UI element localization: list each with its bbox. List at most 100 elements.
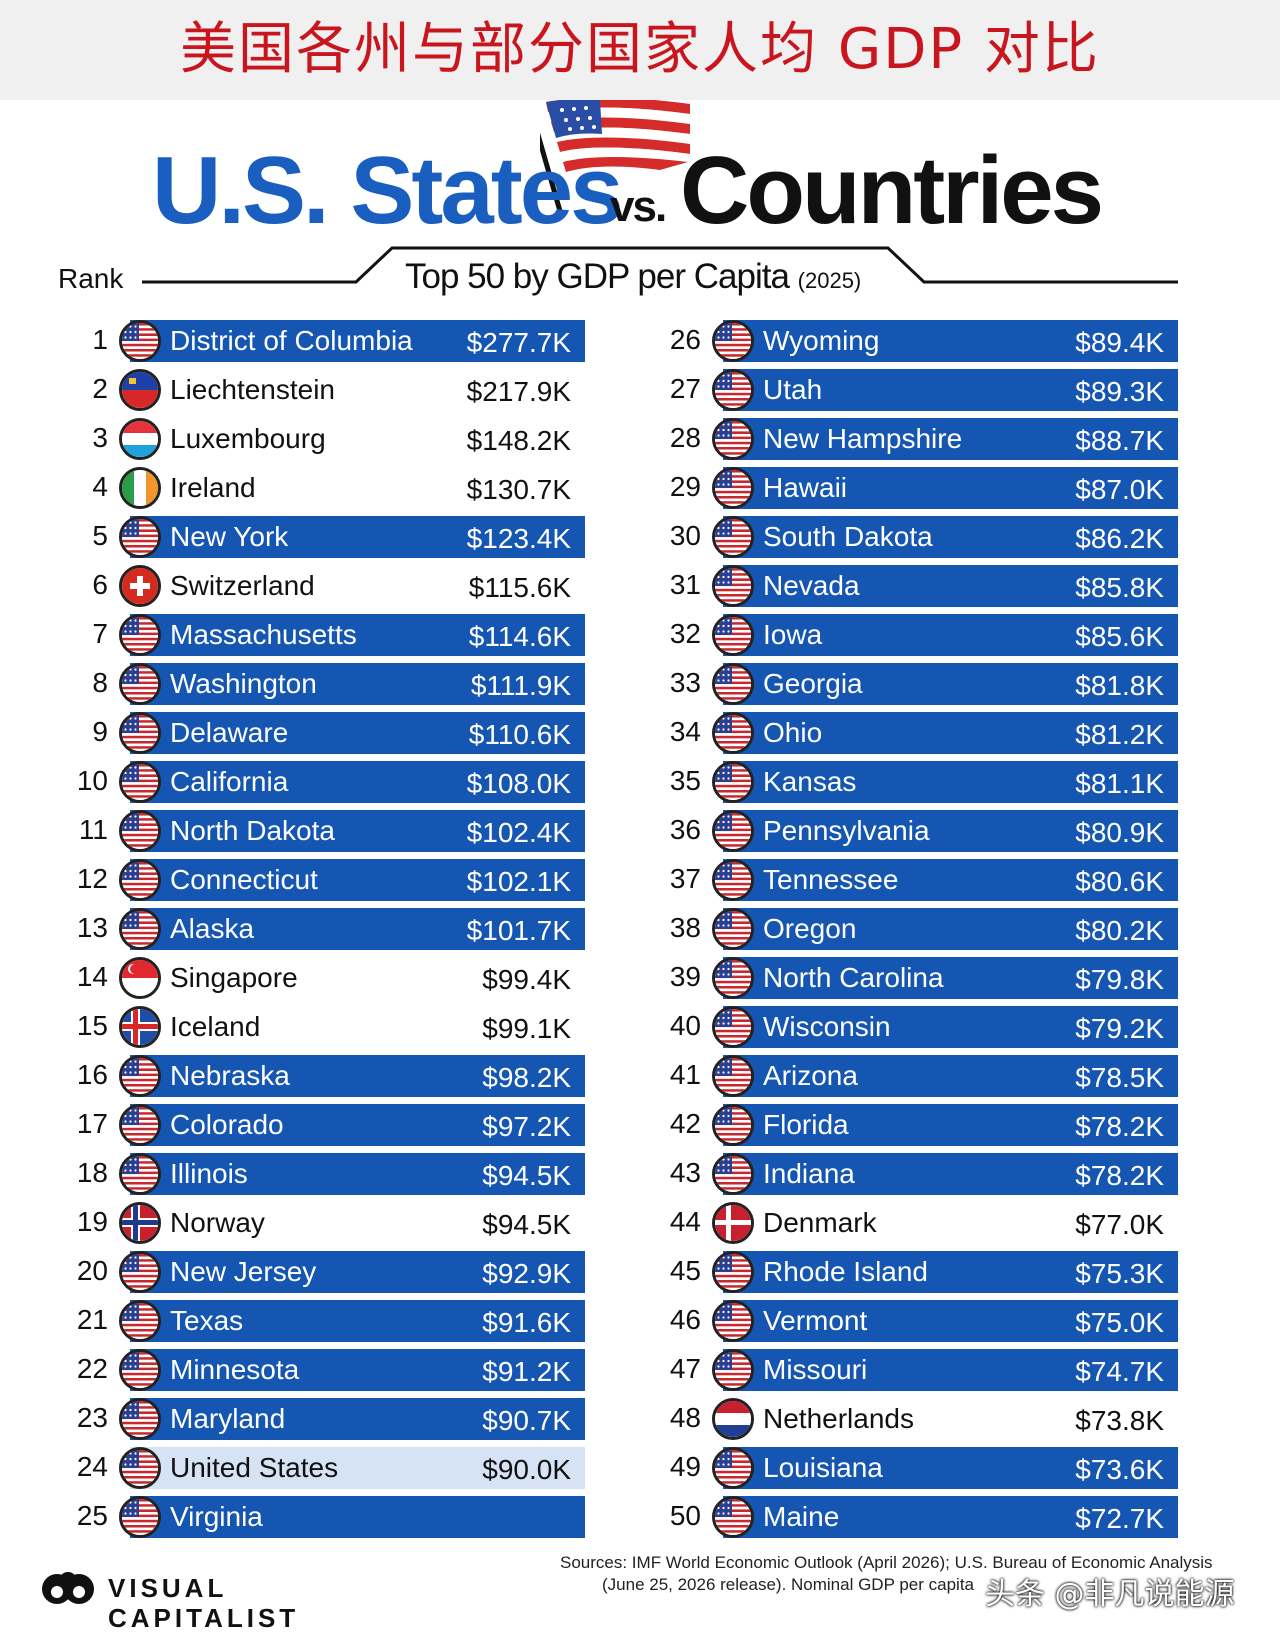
title-countries: Countries [680,137,1104,244]
us-flag-icon [122,1303,158,1339]
row-bar: $94.5K [130,1202,585,1244]
row-name: Denmark [763,1207,877,1238]
ranking-row: 2 $217.9K Liechtenstein [70,367,600,416]
row-value: $74.7K [1075,1356,1164,1387]
flag-badge [712,957,754,999]
row-name: Maryland [170,1403,286,1434]
row-bar: $75.3K [723,1251,1178,1293]
us-flag-icon [715,421,751,457]
ranking-row: 36 $80.9K Pennsylvania [663,808,1193,857]
flag-badge [119,467,161,509]
row-value: $123.4K [466,523,571,554]
row-bar: $217.9K [130,369,585,411]
flag-badge [119,1447,161,1489]
row-name: Rhode Island [763,1256,929,1287]
row-name: New York [170,521,289,552]
row-name: Iceland [170,1011,261,1042]
row-value: $94.5K [482,1160,571,1191]
ranking-row: 49 $73.6K Louisiana [663,1445,1193,1494]
row-value: $110.6K [468,719,571,750]
us-flag-icon [715,519,751,555]
flag-badge [712,761,754,803]
singapore-flag-icon [122,960,158,996]
row-value: $111.9K [470,670,571,701]
row-bar: $97.2K [130,1104,585,1146]
row-value: $78.2K [1075,1160,1164,1191]
rank-number: 5 [92,520,108,551]
norway-flag-icon [122,1205,158,1241]
rank-number: 8 [92,667,108,698]
rank-number: 24 [76,1451,108,1482]
ranking-row: 4 $130.7K Ireland [70,465,600,514]
row-value: $80.6K [1075,866,1164,897]
ranking-row: 38 $80.2K Oregon [663,906,1193,955]
row-bar: $111.9K [130,663,585,705]
flag-badge [119,369,161,411]
row-value: $114.6K [468,621,571,652]
row-name: Arizona [763,1060,858,1091]
ranking-row: 3 $148.2K Luxembourg [70,416,600,465]
row-value: $81.1K [1075,768,1164,799]
row-value: $89.4K [1075,327,1164,358]
row-value: $97.2K [482,1111,571,1142]
rank-number: 20 [76,1255,108,1286]
watermark: 头条 @非凡说能源 [985,1577,1235,1612]
row-bar: $79.2K [723,1006,1178,1048]
row-name: Florida [763,1109,849,1140]
row-value: $102.1K [466,866,571,897]
row-bar: $89.4K [723,320,1178,362]
subtitle-year: (2025) [797,268,862,293]
row-bar: $85.6K [723,614,1178,656]
rank-number: 34 [669,716,701,747]
row-value: $87.0K [1075,474,1164,505]
row-name: North Carolina [763,962,944,993]
sources-line-2: (June 25, 2026 release). Nominal GDP per… [602,1575,974,1594]
rank-number: 43 [669,1157,701,1188]
rank-number: 16 [76,1059,108,1090]
row-name: Louisiana [763,1452,883,1483]
ranking-row: 39 $79.8K North Carolina [663,955,1193,1004]
us-flag-icon [715,666,751,702]
us-flag-icon [122,1450,158,1486]
us-flag-icon [122,911,158,947]
row-name: Ireland [170,472,256,503]
row-bar: $72.7K [723,1496,1178,1538]
rank-number: 45 [669,1255,701,1286]
row-name: Oregon [763,913,857,944]
flag-badge [712,1006,754,1048]
row-bar: $81.8K [723,663,1178,705]
row-name: New Jersey [170,1256,317,1287]
row-name: Utah [763,374,823,405]
rank-number: 29 [669,471,701,502]
us-flag-icon [122,1499,158,1535]
row-bar: $88.7K [723,418,1178,460]
flag-badge [119,957,161,999]
row-name: Pennsylvania [763,815,930,846]
row-name: Hawaii [763,472,848,503]
row-bar: $110.6K [130,712,585,754]
rank-number: 38 [669,912,701,943]
rank-number: 17 [76,1108,108,1139]
us-flag-icon [122,1156,158,1192]
ranking-row: 20 $92.9K New Jersey [70,1249,600,1298]
row-name: Maine [763,1501,840,1532]
ranking-row: 7 $114.6K Massachusetts [70,612,600,661]
row-bar: $90.7K [130,1398,585,1440]
ranking-row: 47 $74.7K Missouri [663,1347,1193,1396]
row-name: Netherlands [763,1403,914,1434]
row-value: $148.2K [466,425,571,456]
rank-number: 12 [76,863,108,894]
us-flag-icon [122,764,158,800]
row-bar: $75.0K [723,1300,1178,1342]
us-flag-icon [122,1058,158,1094]
ranking-row: 16 $98.2K Nebraska [70,1053,600,1102]
row-name: District of Columbia [170,325,413,356]
flag-badge [119,663,161,705]
ranking-row: 15 $99.1K Iceland [70,1004,600,1053]
flag-badge [119,761,161,803]
row-bar: $123.4K [130,516,585,558]
row-value: $99.1K [482,1013,571,1044]
ranking-row: 23 $90.7K Maryland [70,1396,600,1445]
us-flag-icon [122,715,158,751]
